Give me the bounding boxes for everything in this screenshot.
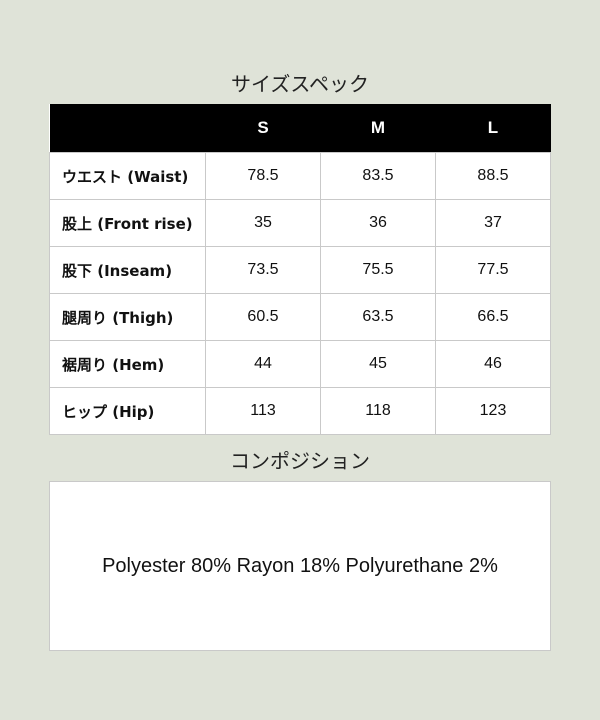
row-label: 腿周り (Thigh) (49, 293, 206, 341)
table-cell: 60.5 (205, 293, 321, 341)
row-label: 裾周り (Hem) (49, 340, 206, 388)
row-label: ウエスト (Waist) (49, 152, 206, 200)
header-s: S (205, 104, 321, 153)
table-cell: 63.5 (320, 293, 436, 341)
table-cell: 46 (435, 340, 551, 388)
size-spec-table: S M L ウエスト (Waist) 78.5 83.5 88.5 股上 (Front … (49, 104, 551, 435)
composition-title: コンポジション (230, 449, 370, 473)
table-cell: 83.5 (320, 152, 436, 200)
row-label: 股下 (Inseam) (49, 246, 206, 294)
composition-text: Polyester 80% Rayon 18% Polyurethane 2% (102, 554, 498, 577)
table-cell: 118 (320, 387, 436, 435)
table-cell: 44 (205, 340, 321, 388)
row-label: ヒップ (Hip) (49, 387, 206, 435)
table-cell: 123 (435, 387, 551, 435)
composition-box: Polyester 80% Rayon 18% Polyurethane 2% (49, 481, 551, 651)
table-cell: 36 (320, 199, 436, 247)
header-l: L (435, 104, 551, 153)
header-blank (49, 104, 206, 153)
table-cell: 88.5 (435, 152, 551, 200)
table-cell: 75.5 (320, 246, 436, 294)
table-cell: 77.5 (435, 246, 551, 294)
table-cell: 73.5 (205, 246, 321, 294)
table-cell: 45 (320, 340, 436, 388)
table-cell: 66.5 (435, 293, 551, 341)
size-spec-title: サイズスペック (231, 72, 369, 96)
table-cell: 113 (205, 387, 321, 435)
row-label: 股上 (Front rise) (49, 199, 206, 247)
table-cell: 78.5 (205, 152, 321, 200)
header-m: M (320, 104, 436, 153)
table-row: 腿周り (Thigh) 60.5 63.5 66.5 (49, 293, 551, 341)
table-cell: 35 (205, 199, 321, 247)
table-header-row: S M L (49, 104, 551, 153)
table-row: ウエスト (Waist) 78.5 83.5 88.5 (49, 152, 551, 200)
table-row: 股下 (Inseam) 73.5 75.5 77.5 (49, 246, 551, 294)
table-cell: 37 (435, 199, 551, 247)
table-row: 裾周り (Hem) 44 45 46 (49, 340, 551, 388)
table-row: ヒップ (Hip) 113 118 123 (49, 387, 551, 435)
table-row: 股上 (Front rise) 35 36 37 (49, 199, 551, 247)
